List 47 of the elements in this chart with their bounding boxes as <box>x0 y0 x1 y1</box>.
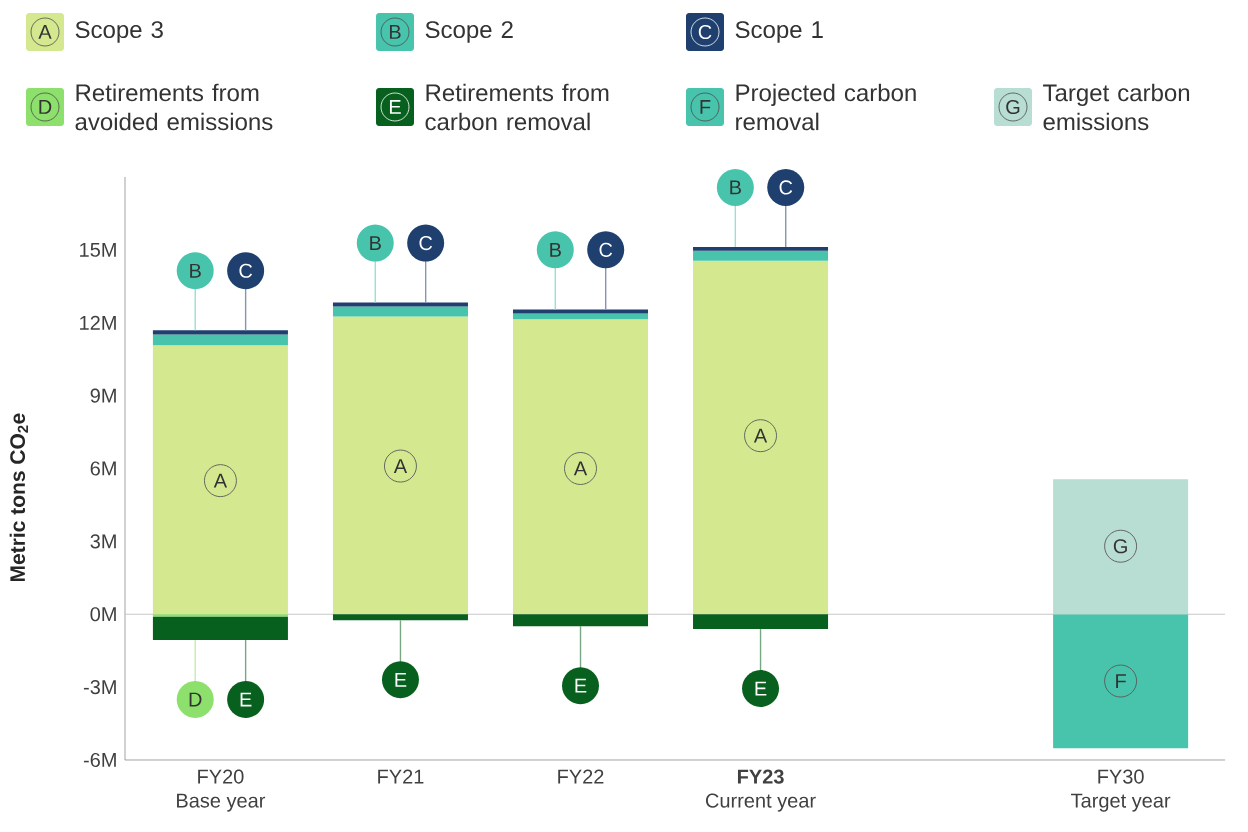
text: F <box>700 100 711 114</box>
annotation: C <box>239 263 253 278</box>
annotation: C <box>419 235 433 251</box>
y-tick-label: -3M <box>83 680 116 695</box>
annotation: E <box>575 678 587 693</box>
annotation: B <box>730 180 741 195</box>
annotation: B <box>190 263 201 278</box>
x-tick-label: FY21 <box>378 769 424 784</box>
legend-label: Scope 1 <box>735 21 823 43</box>
annotation: A <box>573 461 588 476</box>
legend-label: Scope 2 <box>425 21 513 43</box>
x-tick-label: FY22 <box>558 769 604 784</box>
annotation: A <box>213 473 228 488</box>
x-tick-label: FY30 Target year <box>1071 769 1171 812</box>
annotation: B <box>370 236 381 250</box>
text: G <box>1006 99 1020 115</box>
annotation: E <box>240 692 252 707</box>
legend-label: Target carbon emissions <box>1043 83 1190 131</box>
annotation: C <box>599 242 613 257</box>
text: E <box>389 100 401 114</box>
text: C <box>698 24 712 40</box>
annotation: G <box>1113 539 1127 554</box>
y-tick-label: 3M <box>90 534 116 549</box>
annotation: C <box>779 180 793 195</box>
annotation: B <box>550 242 561 257</box>
annotation: D <box>189 692 202 707</box>
y-tick-label: 9M <box>90 388 116 403</box>
y-tick-label: 0M <box>90 607 116 622</box>
x-tick-label: FY20 Base year <box>177 769 266 812</box>
annotation: E <box>395 672 407 687</box>
text: D <box>39 100 52 114</box>
y-axis-title: Metric tons CO$_{2}$e <box>9 413 28 582</box>
y-tick-label: -6M <box>83 752 116 768</box>
x-tick-label: FY23 Current year <box>705 769 816 812</box>
legend-label: Projected carbon removal <box>736 83 916 131</box>
legend-label: Retirements from carbon removal <box>425 83 609 131</box>
y-tick-label: 12M <box>80 315 116 330</box>
y-tick-label: 6M <box>90 461 116 476</box>
annotation: F <box>1116 674 1126 688</box>
y-tick-label: 15M <box>80 242 116 257</box>
text: B <box>389 25 401 39</box>
annotation: A <box>753 428 768 443</box>
annotation: A <box>393 459 408 473</box>
text: A <box>38 25 52 39</box>
legend-label: Scope 3 <box>75 21 163 43</box>
annotation: E <box>755 681 767 696</box>
legend-label: Retirements from avoided emissions <box>75 83 273 131</box>
